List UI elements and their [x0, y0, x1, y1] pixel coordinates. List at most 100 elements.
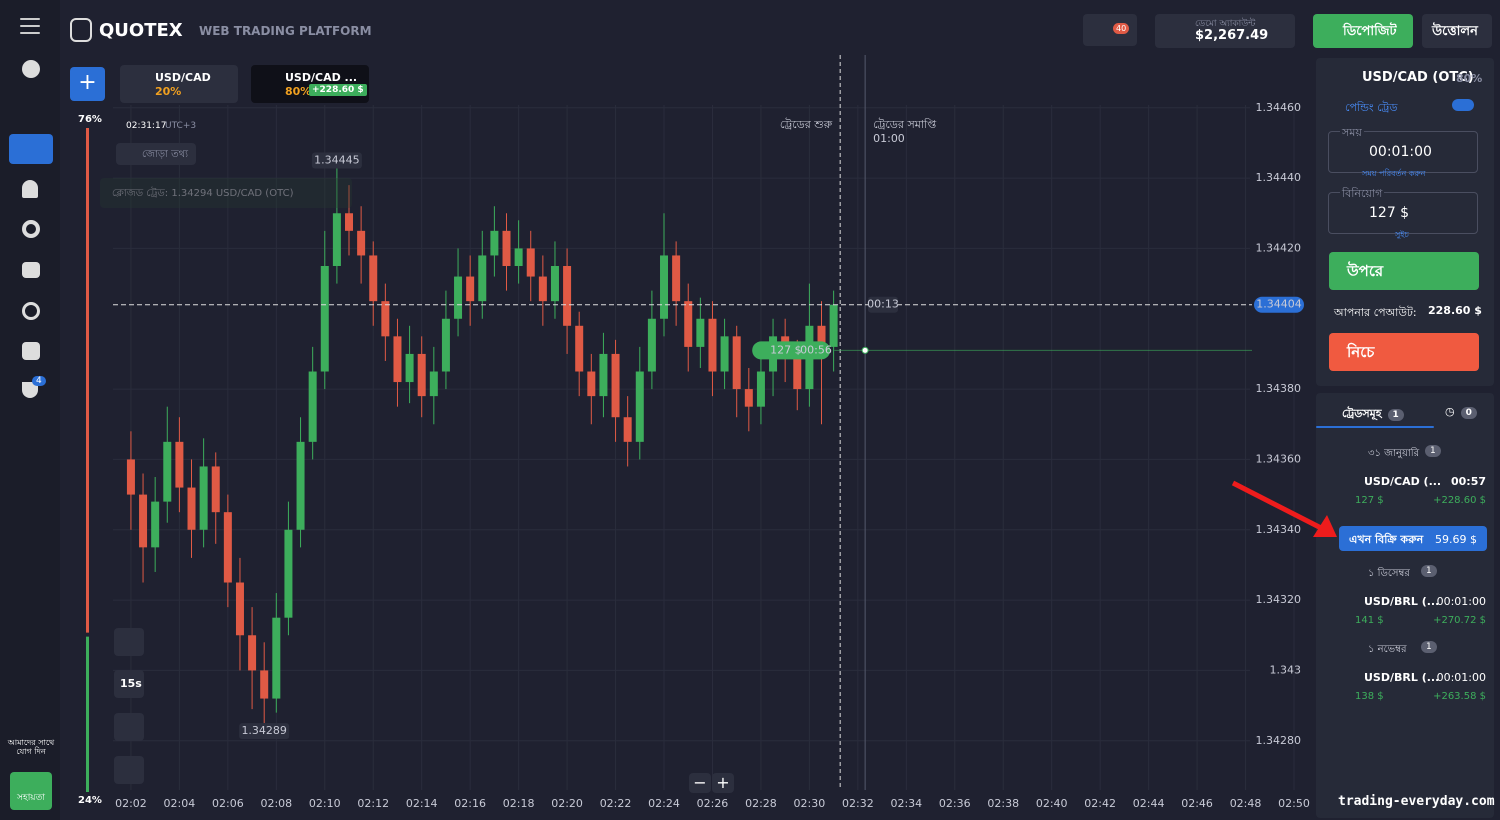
tab[interactable] [120, 65, 238, 103]
withdraw-button[interactable]: উত্তোলন [1422, 14, 1492, 48]
y-tick-label: 1.343 [1270, 663, 1302, 676]
support-button[interactable]: সহায়তা [10, 772, 52, 810]
time-field[interactable] [1328, 131, 1478, 173]
candle-body [793, 353, 802, 390]
arrow-line [1231, 480, 1327, 533]
clock: 02:31:17 [126, 121, 167, 131]
pair-info[interactable]: জোড়া তথ্য [116, 143, 196, 165]
trades-tab[interactable]: ট্রেডসমূহ 1 [1342, 405, 1404, 424]
trade-pair: USD/BRL (... [1364, 595, 1440, 608]
candle-body [211, 466, 220, 513]
y-tick-label: 1.34340 [1256, 523, 1302, 536]
payout-label: আপনার পেআউট: [1334, 306, 1417, 319]
sidebar [0, 0, 60, 820]
tab-underline [1316, 426, 1434, 428]
indicator-tool[interactable] [114, 756, 144, 784]
candle-body [623, 417, 632, 442]
candle-body [575, 325, 584, 372]
zoom-out[interactable]: − [689, 773, 711, 793]
candle-body [441, 318, 450, 372]
notifications[interactable] [1083, 14, 1137, 46]
trade-amount: 127 $ [1355, 495, 1384, 506]
x-tick-label: 02:42 [1084, 797, 1116, 810]
candle-body [284, 529, 293, 618]
logo-icon [70, 18, 92, 42]
x-tick-label: 02:36 [939, 797, 971, 810]
chart-type-tool[interactable] [114, 713, 144, 741]
add-tab[interactable]: + [70, 67, 105, 101]
candle-body [187, 487, 196, 530]
group-count: 1 [1421, 565, 1437, 577]
deposit-button[interactable]: ডিপোজিট [1313, 14, 1413, 48]
x-tick-label: 02:48 [1230, 797, 1262, 810]
candle-body [732, 336, 741, 390]
high-marker-box [311, 152, 362, 169]
down-button[interactable]: নিচে [1329, 333, 1479, 371]
account-icon[interactable] [22, 180, 38, 198]
candle-body [635, 371, 644, 442]
panel-pair: USD/CAD (OTC) [1362, 70, 1474, 85]
up-button[interactable]: উপরে [1329, 252, 1479, 290]
x-tick-label: 02:50 [1278, 797, 1310, 810]
interval-button[interactable]: 15s [114, 670, 144, 698]
help-icon[interactable] [22, 60, 40, 78]
active-nav[interactable] [9, 134, 53, 164]
invest-field[interactable] [1328, 192, 1478, 234]
trade-amount: 138 $ [1355, 691, 1384, 702]
trade-amount: 127 $ [770, 343, 802, 356]
pending-trade[interactable]: পেন্ডিং ট্রেড [1345, 101, 1398, 114]
community-link[interactable]: আমাদের সাথে যোগ দিন [7, 738, 55, 756]
balance: $2,267.49 [1195, 28, 1269, 43]
sentiment-down-bar [86, 636, 89, 792]
notification-count: 40 [1113, 23, 1130, 34]
candle-body [829, 304, 838, 347]
candle-body [708, 318, 717, 372]
candle-body [272, 617, 281, 699]
menu-icon[interactable] [20, 18, 40, 20]
trades-panel [1316, 393, 1494, 818]
trade-time: 00:01:00 [1436, 671, 1486, 684]
switch[interactable]: সুইচ [1395, 230, 1409, 239]
signal-icon[interactable] [22, 302, 40, 320]
group-date: ১ নভেম্বর [1368, 644, 1407, 655]
logo: QUOTEX [99, 20, 183, 41]
trades-title: ট্রেডসমূহ [1342, 407, 1382, 420]
tab-profit: +228.60 $ [309, 84, 367, 96]
market-icon[interactable] [22, 262, 40, 278]
candle-body [587, 371, 596, 397]
candle-body [454, 276, 463, 319]
low-marker: 1.34289 [241, 724, 287, 737]
tab-payout: 80% [285, 85, 312, 98]
trade-profit: +263.58 $ [1433, 691, 1486, 702]
sentiment-up: 76% [78, 114, 102, 125]
trade-time: 00:01:00 [1436, 595, 1486, 608]
candle-body [248, 635, 257, 671]
analytics-icon[interactable] [22, 220, 40, 238]
trade-end-label: ট্রেডের সমাপ্তি [873, 118, 937, 131]
coins-icon[interactable] [22, 342, 40, 360]
y-tick-label: 1.34380 [1256, 382, 1302, 395]
x-tick-label: 02:22 [600, 797, 632, 810]
trophy-icon[interactable] [22, 382, 38, 398]
sell-button[interactable]: এখন বিক্রি করুন 59.69 $ [1339, 526, 1487, 551]
zoom-in[interactable]: + [712, 773, 734, 793]
pending-toggle[interactable] [1452, 99, 1474, 111]
candle-body [478, 255, 487, 302]
trade-expiry-dot [861, 346, 869, 354]
x-tick-label: 02:16 [454, 797, 486, 810]
candle-body [139, 494, 148, 548]
timer: 00:13 [867, 298, 899, 311]
candle-body [599, 353, 608, 397]
x-tick-label: 02:32 [842, 797, 874, 810]
pending-tab[interactable]: ◷ 0 [1445, 405, 1477, 419]
trade-pair: USD/CAD (... [1364, 475, 1442, 488]
current-price-box [1254, 296, 1304, 313]
time-change[interactable]: সময় পরিবর্তন করুন [1362, 169, 1426, 178]
candle-body [756, 371, 765, 407]
candle-body [744, 389, 753, 407]
account-switch[interactable] [1155, 14, 1295, 48]
candle-body [672, 255, 681, 302]
draw-tool[interactable] [114, 628, 144, 656]
candle-body [696, 318, 705, 347]
